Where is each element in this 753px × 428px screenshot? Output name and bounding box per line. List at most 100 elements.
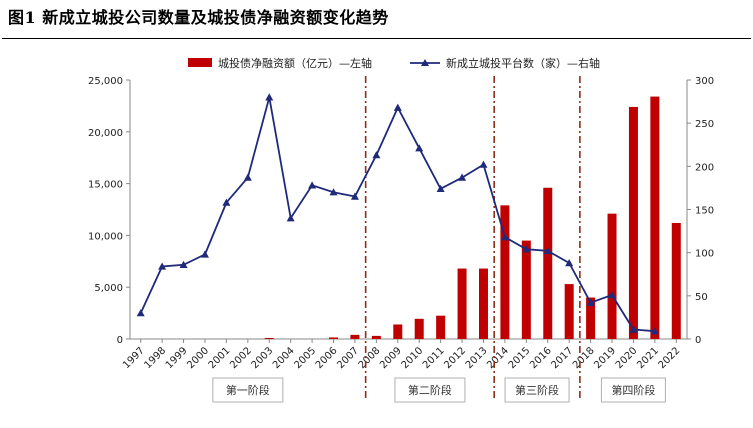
phase-box-1 xyxy=(212,377,284,403)
bar-2020 xyxy=(628,106,638,339)
x-tick-label: 2011 xyxy=(421,345,447,371)
line-marker-2016 xyxy=(543,246,552,255)
right-tick-label: 100 xyxy=(695,249,714,260)
left-tick-label: 20,000 xyxy=(88,128,123,139)
bar-2016 xyxy=(543,187,553,339)
bars-layer xyxy=(264,96,681,340)
x-tick-label: 2016 xyxy=(528,345,554,371)
phase-label-3: 第三阶段 xyxy=(515,383,559,397)
phase-label-4: 第四阶段 xyxy=(611,383,655,397)
line-series xyxy=(139,97,655,333)
x-tick-label: 2008 xyxy=(357,345,383,371)
bar-2017 xyxy=(564,284,574,339)
line-marker-2001 xyxy=(222,198,231,206)
phase-box-2 xyxy=(394,377,466,403)
title-rule xyxy=(2,38,751,39)
line-marker-2014 xyxy=(500,233,509,241)
line-marker-2008 xyxy=(372,151,381,159)
phase-box-4 xyxy=(600,377,666,403)
x-tick-label: 1998 xyxy=(142,345,168,371)
left-tick-label: 5,000 xyxy=(94,283,123,294)
x-tick-label: 2003 xyxy=(250,345,276,371)
line-marker-2021 xyxy=(650,327,659,335)
x-tick-label: 2002 xyxy=(228,345,254,371)
phase-label-1: 第一阶段 xyxy=(226,383,270,397)
x-tick-label: 2019 xyxy=(592,345,618,371)
phase-box-3 xyxy=(504,377,570,403)
right-tick-label: 300 xyxy=(695,76,714,87)
line-marker-2012 xyxy=(458,173,467,181)
phase-dividers xyxy=(364,76,581,400)
figure-title: 图1 新成立城投公司数量及城投债净融资额变化趋势 xyxy=(8,8,389,27)
line-marker-2011 xyxy=(436,184,445,192)
right-tick-label: 50 xyxy=(695,292,708,303)
x-tick-label: 2014 xyxy=(485,345,511,371)
legend: 城投债净融资额（亿元）—左轴 新成立城投平台数（家）—右轴 xyxy=(188,56,600,70)
bar-2022 xyxy=(671,222,681,339)
x-tick-label: 2001 xyxy=(207,345,233,371)
legend-line-label: 新成立城投平台数（家）—右轴 xyxy=(446,56,600,70)
x-tick-label: 2020 xyxy=(614,345,640,371)
legend-line-marker xyxy=(421,59,429,66)
x-tick-label: 2018 xyxy=(571,345,597,371)
bar-2015 xyxy=(521,240,531,339)
x-tick-label: 2006 xyxy=(314,345,340,371)
right-tick-label: 150 xyxy=(695,206,714,217)
x-tick-label: 2009 xyxy=(378,345,404,371)
phase-labels: 第一阶段 第二阶段 第三阶段 第四阶段 xyxy=(212,377,666,403)
line-marker-2002 xyxy=(243,173,252,181)
bar-2021 xyxy=(650,96,660,340)
x-tick-label: 2007 xyxy=(335,345,361,371)
line-marker-2020 xyxy=(629,325,638,333)
line-marker-2019 xyxy=(608,290,617,299)
bar-2019 xyxy=(607,213,617,339)
x-tick-label: 2015 xyxy=(507,345,533,371)
right-tick-label: 0 xyxy=(695,335,701,346)
bar-2012 xyxy=(457,268,467,339)
left-tick-label: 15,000 xyxy=(88,180,123,191)
bar-2003 xyxy=(264,337,274,339)
left-tick-label: 10,000 xyxy=(88,231,123,242)
line-marker-2010 xyxy=(415,144,424,152)
bar-2006 xyxy=(329,337,339,339)
line-marker-2000 xyxy=(200,250,209,258)
left-tick-label: 25,000 xyxy=(88,76,123,87)
x-tick-label: 1997 xyxy=(121,345,147,371)
x-tick-label: 2005 xyxy=(292,345,318,371)
bar-2013 xyxy=(478,268,488,339)
line-marker-2004 xyxy=(286,214,295,222)
line-marker-2006 xyxy=(329,188,338,196)
line-marker-2018 xyxy=(586,298,595,306)
right-tick-label: 250 xyxy=(695,119,714,130)
line-marker-1997 xyxy=(136,309,145,317)
legend-bar-swatch xyxy=(188,58,212,67)
bar-2010 xyxy=(414,318,424,339)
line-marker-2003 xyxy=(265,93,274,101)
x-tick-label: 2000 xyxy=(185,345,211,371)
x-tick-label: 2021 xyxy=(635,345,661,371)
bar-2008 xyxy=(371,335,381,339)
x-tick-label: 1999 xyxy=(164,345,190,371)
left-tick-label: 0 xyxy=(117,335,123,346)
line-marker-2013 xyxy=(479,160,488,168)
line-layer xyxy=(136,93,659,335)
line-marker-2017 xyxy=(565,259,574,267)
line-marker-2009 xyxy=(393,103,402,111)
bar-2014 xyxy=(500,205,510,339)
x-tick-label: 2010 xyxy=(400,345,426,371)
phase-label-2: 第二阶段 xyxy=(408,383,452,397)
bar-2009 xyxy=(393,324,403,339)
bar-2011 xyxy=(436,315,446,339)
x-tick-label: 2017 xyxy=(550,345,576,371)
bar-2018 xyxy=(586,297,596,339)
bar-2007 xyxy=(350,334,360,339)
legend-bar-label: 城投债净融资额（亿元）—左轴 xyxy=(218,56,372,70)
right-tick-label: 200 xyxy=(695,162,714,173)
x-tick-label: 2022 xyxy=(657,345,683,371)
line-marker-2007 xyxy=(350,192,359,200)
line-marker-2015 xyxy=(522,245,531,253)
x-tick-label: 2013 xyxy=(464,345,490,371)
line-marker-1999 xyxy=(179,260,188,268)
x-tick-label: 2012 xyxy=(442,345,468,371)
